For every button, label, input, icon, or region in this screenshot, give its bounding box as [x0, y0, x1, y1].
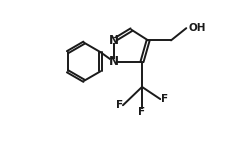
Bar — [110, 59, 117, 65]
Bar — [188, 25, 198, 31]
Text: OH: OH — [188, 23, 206, 33]
Bar — [116, 102, 122, 108]
Text: F: F — [161, 94, 168, 104]
Bar — [110, 38, 117, 43]
Text: F: F — [138, 107, 146, 117]
Text: N: N — [109, 34, 119, 47]
Text: F: F — [116, 100, 123, 110]
Text: N: N — [109, 55, 119, 68]
Bar — [139, 109, 145, 115]
Bar — [161, 96, 168, 102]
